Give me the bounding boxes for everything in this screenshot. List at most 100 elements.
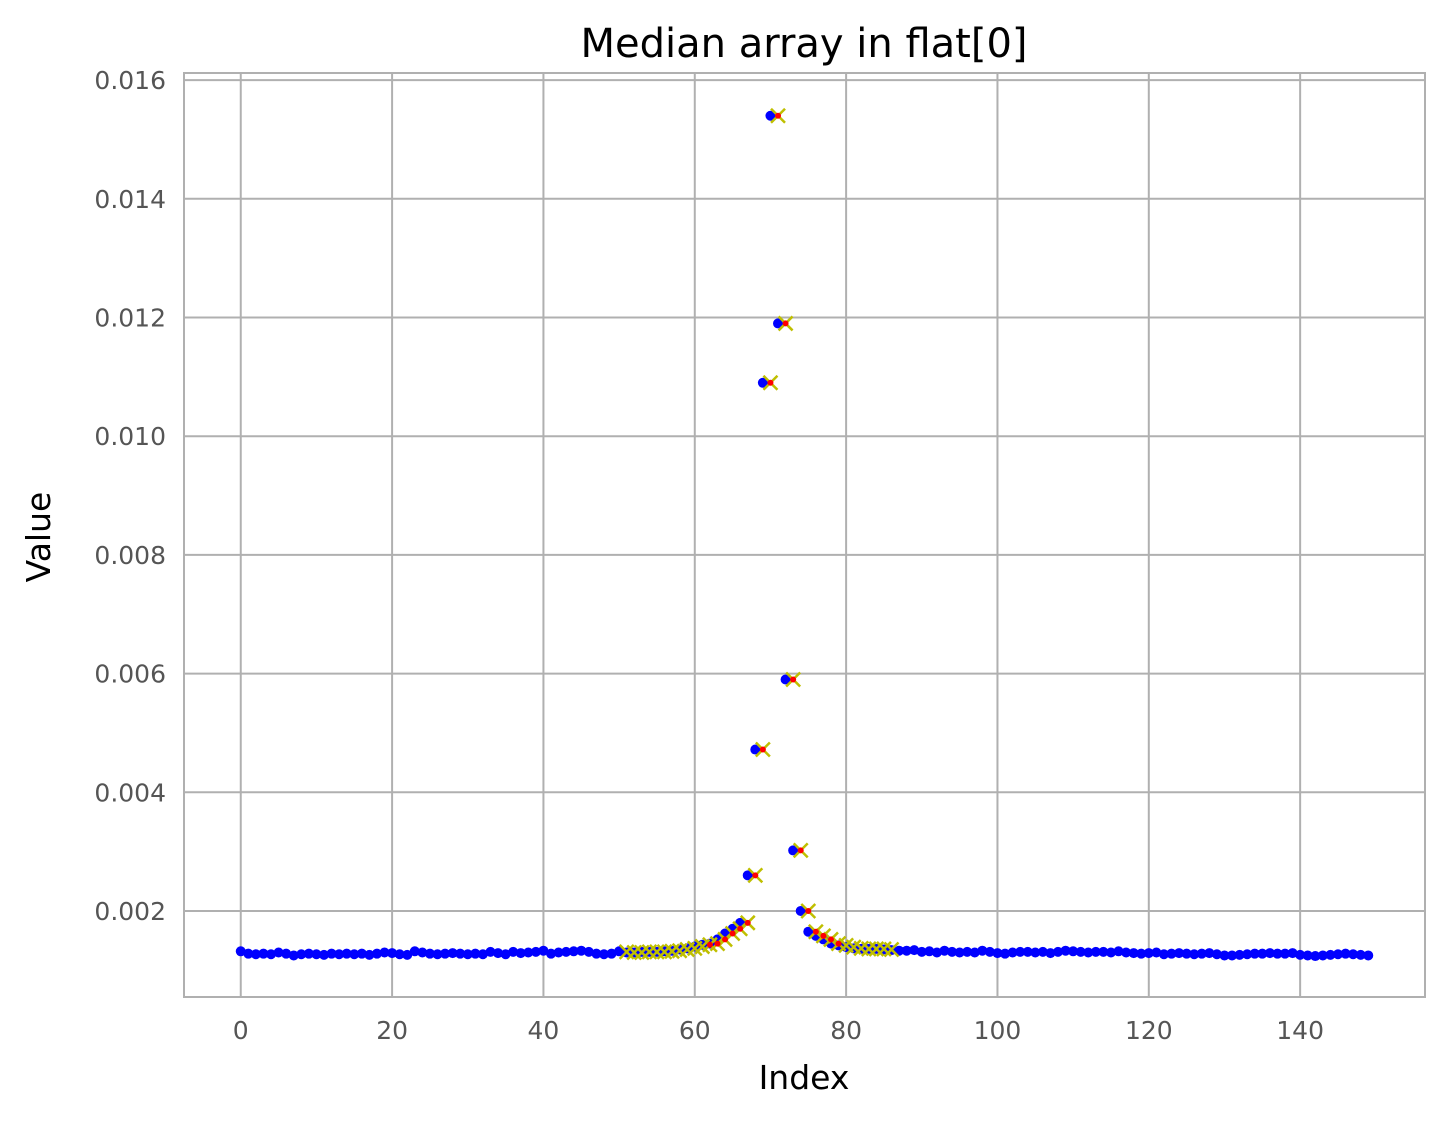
data-point	[349, 949, 360, 960]
data-points	[235, 107, 1374, 962]
x-tick-label: 140	[1276, 1016, 1324, 1045]
data-point	[1136, 948, 1147, 959]
data-point	[470, 948, 481, 959]
data-point	[1113, 946, 1124, 957]
data-point	[508, 946, 519, 957]
data-point	[402, 949, 413, 960]
data-point	[1158, 949, 1169, 960]
data-point	[729, 930, 736, 937]
data-point	[1204, 948, 1215, 959]
data-point	[797, 847, 804, 854]
y-tick-label: 0.010	[94, 422, 166, 451]
data-point	[1000, 948, 1011, 959]
data-point	[235, 946, 246, 957]
data-point	[1030, 947, 1041, 958]
data-point	[759, 746, 766, 753]
data-point	[757, 377, 768, 388]
data-point	[606, 948, 617, 959]
y-tick-label: 0.012	[94, 304, 166, 333]
data-point	[493, 948, 504, 959]
data-point	[379, 947, 390, 958]
data-point	[485, 946, 496, 957]
data-point	[1257, 948, 1268, 959]
data-point	[530, 946, 541, 957]
data-point	[409, 946, 420, 957]
data-point	[288, 950, 299, 961]
data-point	[1181, 948, 1192, 959]
data-point	[1166, 948, 1177, 959]
data-point	[1211, 949, 1222, 960]
data-point	[1174, 948, 1185, 959]
x-tick-label: 20	[376, 1016, 408, 1045]
data-point	[1302, 950, 1313, 961]
data-point	[782, 320, 789, 327]
data-point	[591, 948, 602, 959]
x-axis-ticks: 0 20 40 60 80 100 120 140	[233, 1016, 1324, 1045]
y-axis-label: Value	[19, 492, 58, 583]
data-point	[523, 947, 534, 958]
data-point	[1264, 948, 1275, 959]
data-point	[258, 948, 269, 959]
data-point	[1317, 950, 1328, 961]
data-point	[1075, 946, 1086, 957]
data-point	[714, 940, 721, 947]
data-point	[1143, 948, 1154, 959]
x-tick-label: 120	[1125, 1016, 1173, 1045]
data-point	[795, 905, 806, 916]
x-axis-label: Index	[759, 1058, 850, 1097]
data-point	[909, 945, 920, 956]
data-point	[947, 946, 958, 957]
data-point	[424, 948, 435, 959]
data-point	[805, 907, 812, 914]
data-point	[1007, 947, 1018, 958]
data-point	[1098, 946, 1109, 957]
data-point	[1332, 949, 1343, 960]
grid-lines	[184, 73, 1425, 997]
data-point	[1242, 949, 1253, 960]
data-point	[462, 949, 473, 960]
x-tick-label: 80	[830, 1016, 862, 1045]
data-point	[296, 949, 307, 960]
data-point	[1128, 948, 1139, 959]
data-point	[432, 949, 443, 960]
data-point	[835, 940, 842, 947]
data-point	[546, 948, 557, 959]
data-point	[812, 928, 819, 935]
data-point	[744, 919, 751, 926]
data-point	[303, 948, 314, 959]
x-tick-label: 0	[233, 1016, 249, 1045]
data-point	[243, 948, 254, 959]
data-point	[962, 946, 973, 957]
data-point	[916, 946, 927, 957]
data-point	[561, 946, 572, 957]
data-point	[273, 947, 284, 958]
data-point	[515, 948, 526, 959]
data-point	[1348, 949, 1359, 960]
data-point	[737, 925, 744, 932]
data-point	[394, 949, 405, 960]
data-point	[1121, 947, 1132, 958]
data-point	[1052, 946, 1063, 957]
data-point	[1310, 951, 1321, 962]
data-point	[1090, 946, 1101, 957]
data-point	[553, 947, 564, 958]
chart-title: Median array in flat[0]	[580, 21, 1027, 67]
data-point	[334, 949, 345, 960]
data-point	[984, 946, 995, 957]
data-point	[1022, 946, 1033, 957]
data-point	[1363, 950, 1374, 961]
data-point	[1060, 945, 1071, 956]
data-point	[924, 946, 935, 957]
data-point	[477, 949, 488, 960]
data-point	[742, 870, 753, 881]
data-point	[1355, 949, 1366, 960]
data-point	[977, 945, 988, 956]
data-point	[954, 947, 965, 958]
data-point	[752, 872, 759, 879]
data-point	[775, 112, 782, 119]
data-point	[969, 947, 980, 958]
y-axis-ticks: 0.002 0.004 0.006 0.008 0.010 0.012 0.014 0.016	[94, 66, 166, 926]
data-point	[1340, 948, 1351, 959]
y-tick-label: 0.008	[94, 541, 166, 570]
